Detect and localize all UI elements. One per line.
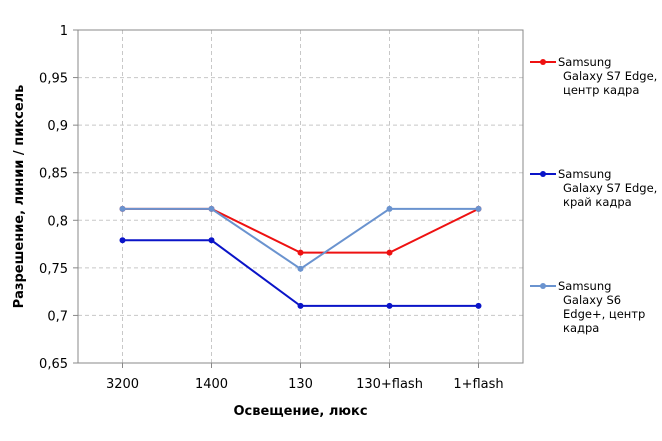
legend-swatch-marker xyxy=(540,171,546,177)
y-tick-label: 1 xyxy=(60,24,68,39)
y-tick-label: 0,75 xyxy=(39,262,68,277)
legend-label: Galaxy S7 Edge, xyxy=(563,69,657,83)
series-3-point xyxy=(208,205,215,212)
series-lines xyxy=(119,205,482,309)
y-tick-label: 0,8 xyxy=(47,214,68,229)
legend-swatch-marker xyxy=(540,59,546,65)
x-tick-label: 130+flash xyxy=(356,377,423,392)
legend-label: Samsung xyxy=(558,167,611,181)
series-2-point xyxy=(386,302,393,309)
series-1-point xyxy=(386,249,393,256)
series-2-point xyxy=(297,302,304,309)
y-axis-title: Разрешение, линии / пиксель xyxy=(12,85,27,309)
y-tick-label: 0,65 xyxy=(39,357,68,372)
series-2-point xyxy=(475,302,482,309)
legend-label: Galaxy S7 Edge, xyxy=(563,181,657,195)
x-tick-label: 3200 xyxy=(106,377,139,392)
legend-label: край кадра xyxy=(563,195,632,209)
x-axis-ticks: 3200 1400 130 130+flash 1+flash xyxy=(106,363,504,392)
x-tick-label: 1400 xyxy=(195,377,228,392)
x-axis-title: Освещение, люкс xyxy=(233,404,367,419)
grid xyxy=(78,30,523,363)
series-3-point xyxy=(297,265,304,272)
legend-label: Samsung xyxy=(558,55,611,69)
series-2-point xyxy=(208,237,215,244)
x-tick-label: 130 xyxy=(288,377,313,392)
legend-label: Galaxy S6 xyxy=(563,293,621,307)
series-2-point xyxy=(119,237,126,244)
y-tick-label: 0,7 xyxy=(47,309,68,324)
y-tick-label: 0,85 xyxy=(39,167,68,182)
series-line-3 xyxy=(122,207,479,271)
legend-label: центр кадра xyxy=(563,83,639,97)
y-axis-ticks: 0,65 0,7 0,75 0,8 0,85 0,9 0,95 1 xyxy=(39,24,78,372)
legend-label: кадра xyxy=(563,321,599,335)
legend-label: Samsung xyxy=(558,279,611,293)
y-tick-label: 0,9 xyxy=(47,119,68,134)
legend-swatch-marker xyxy=(540,283,546,289)
legend-label: Edge+, центр xyxy=(563,307,645,321)
series-3-point xyxy=(386,205,393,212)
series-1-point xyxy=(297,249,304,256)
x-tick-label: 1+flash xyxy=(453,377,503,392)
series-3-point xyxy=(475,205,482,212)
y-tick-label: 0,95 xyxy=(39,72,68,87)
series-3-point xyxy=(119,205,126,212)
